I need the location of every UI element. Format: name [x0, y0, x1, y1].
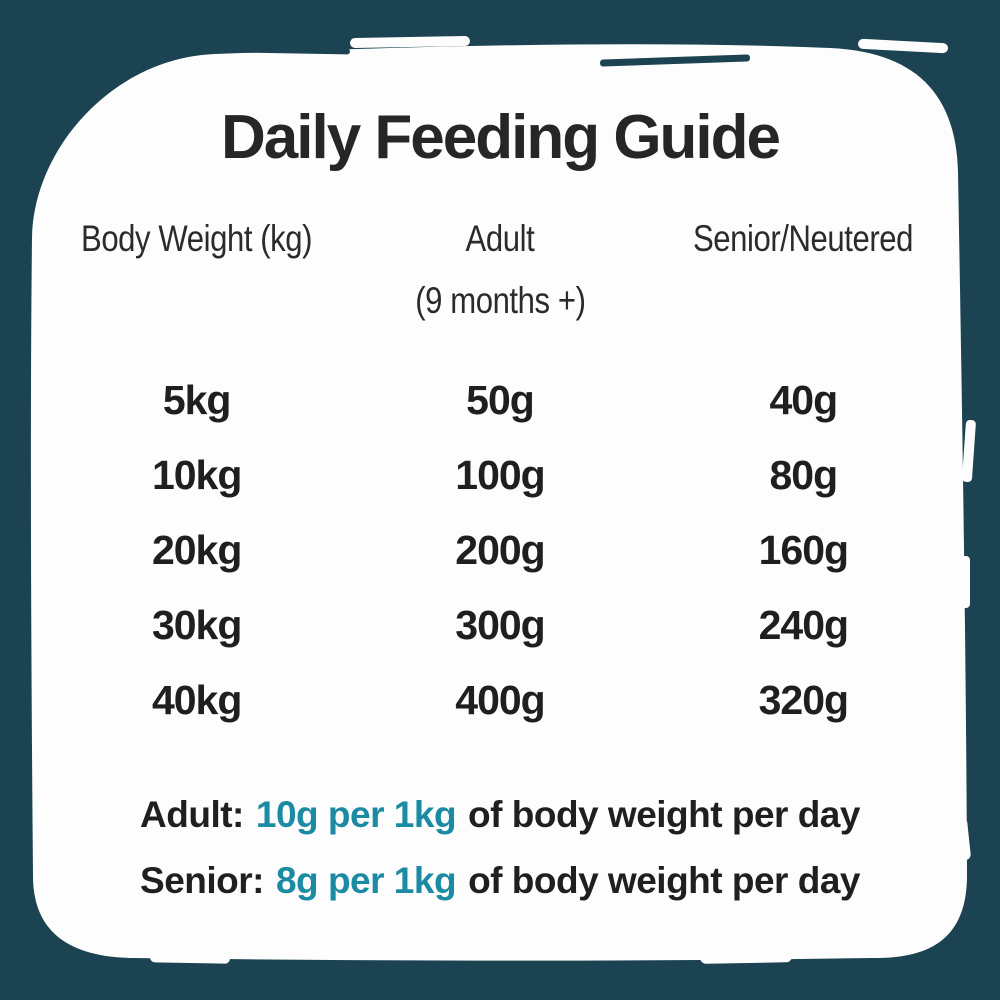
- cell-weight: 30kg: [151, 601, 242, 648]
- cell-senior: 40g: [769, 376, 839, 423]
- cell-senior: 320g: [758, 676, 849, 723]
- subheader-adult-age-label: (9 months +): [414, 280, 586, 321]
- cell-adult: 50g: [466, 376, 535, 423]
- senior-rate-note: Senior: 8g per 1kg of body weight per da…: [140, 860, 860, 902]
- cell-weight: 40kg: [151, 676, 242, 723]
- senior-note-suffix: of body weight per day: [468, 860, 860, 901]
- adult-rate-note: Adult: 10g per 1kg of body weight per da…: [140, 794, 860, 836]
- header-body-weight-label: Body Weight (kg): [81, 218, 313, 259]
- cell-senior: 160g: [758, 526, 849, 573]
- table-row: 10kg 100g 80g: [45, 451, 955, 499]
- table-row: 30kg 300g 240g: [45, 601, 955, 649]
- header-senior: Senior/Neutered: [652, 218, 955, 260]
- table-row: 5kg 50g 40g: [45, 376, 955, 424]
- header-adult-label: Adult: [465, 218, 535, 259]
- cell-adult: 300g: [455, 601, 545, 648]
- header-body-weight: Body Weight (kg): [45, 218, 348, 260]
- feeding-rate-notes: Adult: 10g per 1kg of body weight per da…: [0, 794, 1000, 902]
- cell-adult: 100g: [455, 451, 545, 498]
- cell-weight: 20kg: [151, 526, 242, 573]
- senior-note-highlight: 8g per 1kg: [275, 860, 457, 901]
- adult-note-suffix: of body weight per day: [468, 794, 860, 835]
- table-header-row: Body Weight (kg) Adult Senior/Neutered: [45, 218, 955, 260]
- cell-adult: 400g: [455, 676, 545, 723]
- table-subheader-row: (9 months +): [45, 280, 955, 322]
- subheader-adult-age: (9 months +): [348, 280, 651, 322]
- cell-senior: 80g: [769, 451, 839, 498]
- cell-weight: 5kg: [162, 376, 232, 423]
- cell-senior: 240g: [758, 601, 849, 648]
- senior-note-prefix: Senior:: [140, 860, 264, 901]
- table-row: 20kg 200g 160g: [45, 526, 955, 574]
- adult-note-highlight: 10g per 1kg: [255, 794, 457, 835]
- cell-adult: 200g: [455, 526, 545, 573]
- adult-note-prefix: Adult:: [140, 794, 244, 835]
- header-senior-label: Senior/Neutered: [693, 218, 914, 259]
- cell-weight: 10kg: [151, 451, 242, 498]
- page-title: Daily Feeding Guide: [221, 103, 781, 172]
- table-body: 5kg 50g 40g 10kg 100g 80g 20kg 200g 160g…: [45, 376, 955, 724]
- header-adult: Adult: [348, 218, 651, 260]
- panel-shape: [30, 44, 968, 961]
- table-row: 40kg 400g 320g: [45, 676, 955, 724]
